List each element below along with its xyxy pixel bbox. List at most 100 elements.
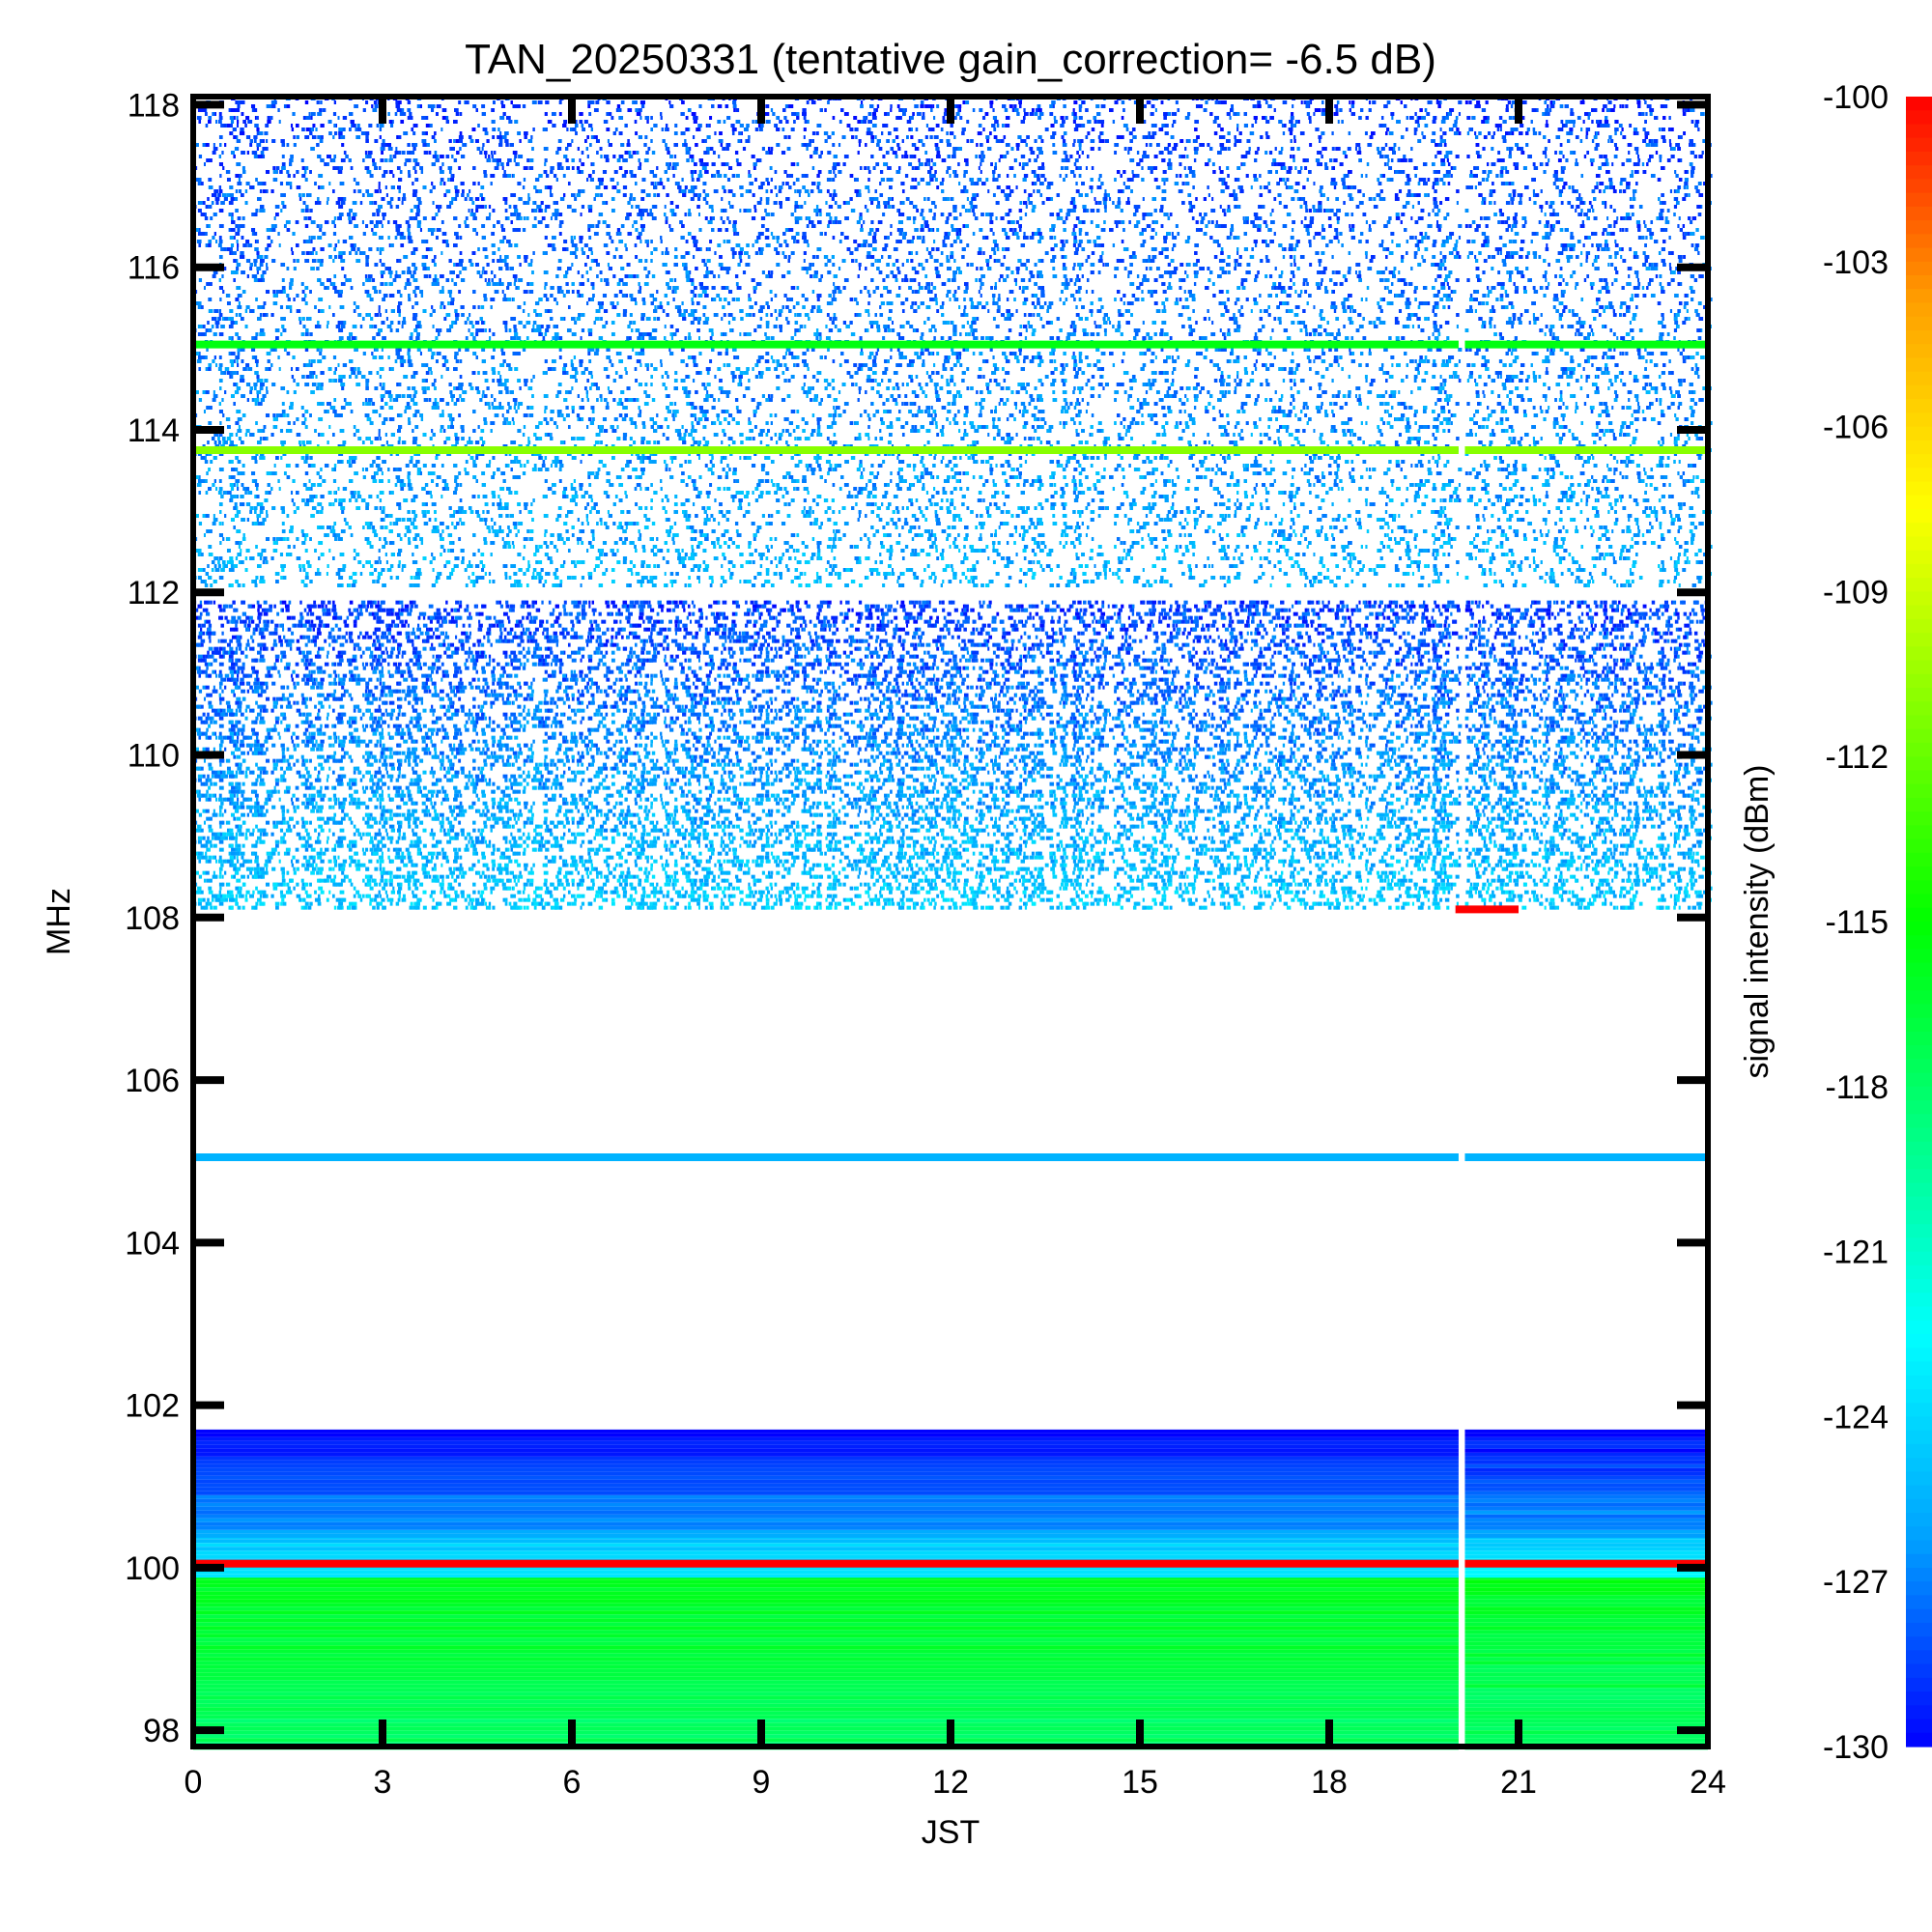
- signal-speck: [1001, 635, 1007, 639]
- signal-speck: [751, 611, 754, 616]
- signal-speck: [1195, 635, 1200, 639]
- signal-speck: [1134, 639, 1137, 643]
- signal-speck: [1020, 681, 1026, 686]
- signal-speck: [520, 631, 524, 636]
- signal-speck: [1700, 608, 1705, 612]
- signal-speck: [1468, 646, 1474, 651]
- signal-speck: [341, 635, 346, 639]
- noise-row: [193, 1429, 1459, 1434]
- noise-row: [193, 1543, 1459, 1548]
- signal-speck: [303, 662, 308, 667]
- signal-speck: [649, 639, 654, 643]
- signal-speck: [488, 654, 492, 659]
- signal-speck: [1604, 631, 1607, 636]
- signal-speck: [697, 658, 700, 663]
- signal-speck: [1288, 677, 1293, 682]
- signal-speck: [412, 662, 418, 667]
- signal-speck: [1102, 650, 1107, 655]
- signal-speck: [858, 615, 862, 620]
- signal-speck: [1367, 631, 1373, 636]
- signal-speck: [458, 666, 462, 670]
- signal-speck: [1299, 681, 1305, 686]
- signal-speck: [1417, 642, 1421, 647]
- signal-speck: [1433, 669, 1436, 674]
- signal-speck: [1136, 611, 1141, 616]
- signal-speck: [439, 615, 443, 620]
- signal-speck: [929, 681, 933, 686]
- signal-speck: [1336, 658, 1341, 663]
- signal-speck: [717, 666, 723, 670]
- signal-speck: [1655, 608, 1661, 612]
- signal-speck: [1243, 673, 1248, 678]
- signal-speck: [985, 639, 990, 643]
- signal-speck: [1387, 604, 1392, 609]
- signal-speck: [1316, 669, 1321, 674]
- signal-speck: [1309, 673, 1312, 678]
- signal-speck: [469, 658, 474, 663]
- signal-speck: [270, 673, 273, 678]
- signal-speck: [650, 615, 653, 620]
- signal-speck: [765, 631, 771, 636]
- signal-speck: [1243, 608, 1248, 612]
- signal-speck: [458, 681, 462, 686]
- signal-speck: [531, 604, 535, 609]
- signal-speck: [410, 639, 414, 643]
- signal-speck: [217, 650, 221, 655]
- signal-speck: [653, 623, 657, 628]
- signal-speck: [774, 646, 778, 651]
- signal-speck: [651, 658, 657, 663]
- signal-speck: [435, 658, 439, 663]
- signal-speck: [596, 635, 602, 639]
- signal-speck: [722, 600, 727, 605]
- signal-speck: [1032, 623, 1036, 628]
- signal-speck: [682, 600, 688, 605]
- signal-speck: [692, 646, 696, 651]
- signal-speck: [554, 639, 559, 643]
- signal-speck: [517, 619, 523, 624]
- signal-speck: [1497, 677, 1502, 682]
- signal-speck: [902, 639, 906, 643]
- signal-speck: [446, 654, 452, 659]
- signal-speck: [380, 662, 383, 667]
- signal-speck: [236, 677, 240, 682]
- noise-row: [193, 1539, 1459, 1544]
- signal-speck: [1611, 608, 1616, 612]
- signal-speck: [398, 611, 404, 616]
- signal-speck: [722, 662, 725, 667]
- signal-speck: [881, 623, 887, 628]
- signal-speck: [1125, 677, 1129, 682]
- signal-speck: [1215, 662, 1218, 667]
- signal-speck: [752, 642, 755, 647]
- signal-speck: [1122, 642, 1125, 647]
- signal-speck: [1258, 654, 1263, 659]
- signal-speck: [1301, 619, 1307, 624]
- signal-speck: [758, 615, 762, 620]
- signal-speck: [674, 639, 678, 643]
- signal-speck: [1125, 650, 1130, 655]
- noise-row: [193, 1510, 1459, 1515]
- signal-speck: [1478, 600, 1481, 605]
- signal-speck: [1396, 673, 1401, 678]
- signal-speck: [257, 604, 262, 609]
- signal-speck: [558, 611, 562, 616]
- signal-speck: [661, 608, 664, 612]
- signal-speck: [1347, 639, 1351, 643]
- signal-speck: [1703, 642, 1707, 647]
- signal-speck: [909, 673, 914, 678]
- signal-speck: [1628, 615, 1634, 620]
- signal-speck: [749, 635, 754, 639]
- noise-row: [193, 1618, 1459, 1623]
- signal-speck: [389, 650, 394, 655]
- noise-row: [1464, 1699, 1708, 1704]
- signal-speck: [1326, 635, 1329, 639]
- signal-speck: [571, 635, 575, 639]
- signal-speck: [685, 623, 688, 628]
- signal-speck: [1520, 611, 1525, 616]
- signal-speck: [1210, 658, 1216, 663]
- signal-speck: [1441, 631, 1445, 636]
- signal-speck: [1642, 677, 1646, 682]
- signal-speck: [1424, 669, 1428, 674]
- signal-speck: [871, 673, 877, 678]
- signal-speck: [860, 666, 864, 670]
- signal-speck: [1571, 673, 1577, 678]
